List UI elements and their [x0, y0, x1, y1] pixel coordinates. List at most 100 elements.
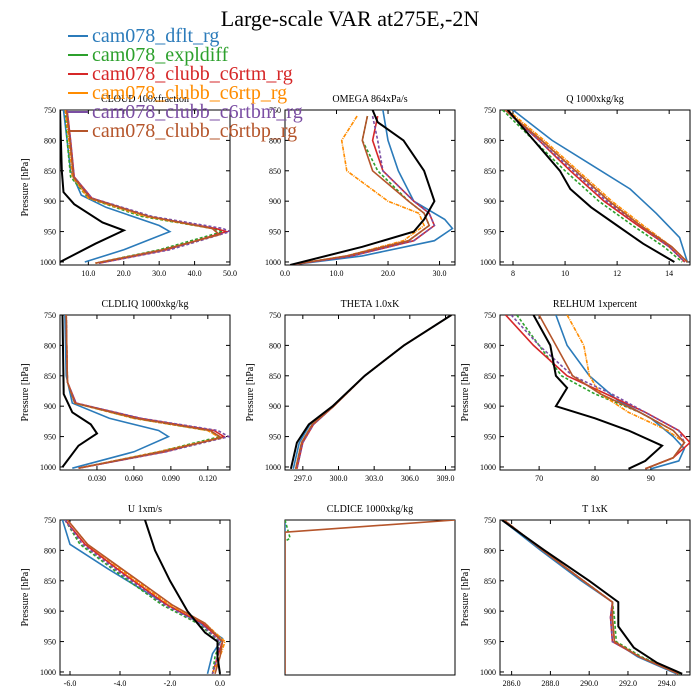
series-line-cam078-clubb-c6rtp-rg: [566, 315, 686, 470]
panel-5: THETA 1.0xK 750 800 850 900 950 1000 297.0 300.0…: [245, 299, 456, 483]
y-tick-label: 800: [484, 546, 496, 555]
x-tick-label: 303.0: [365, 474, 383, 483]
plot-frame: [284, 519, 456, 676]
plot-frame: [284, 314, 456, 471]
series-line-obs: [60, 110, 127, 263]
y-tick-label: 900: [269, 197, 281, 206]
legend-label: cam078_clubb_c6rtbp_rg: [92, 120, 297, 142]
series-line-cam078-expldiff: [285, 520, 292, 542]
series-line-cam078-clubb-c6rtbp-rg: [503, 520, 679, 675]
series-line-cam078-clubb-c6rtbp-rg: [538, 315, 686, 470]
series-line-cam078-clubb-c6rtbm-rg: [296, 315, 452, 469]
series-line-cam078-expldiff: [502, 110, 683, 263]
x-tick-label: 294.0: [658, 679, 676, 688]
figure-title: Large-scale VAR at275E,-2N: [221, 6, 480, 31]
y-tick-label: 900: [484, 197, 496, 206]
x-tick-label: 286.0: [503, 679, 521, 688]
y-tick-label: 800: [484, 341, 496, 350]
plot-frame: [499, 109, 691, 266]
plot-frame: [59, 109, 231, 266]
x-tick-label: 70: [535, 474, 543, 483]
y-tick-label: 750: [44, 516, 56, 525]
plot-frame: [59, 314, 231, 471]
x-tick-label: 0.090: [162, 474, 180, 483]
series-line-obs: [144, 520, 221, 674]
y-tick-label: 900: [484, 607, 496, 616]
y-tick-label: 750: [484, 106, 496, 115]
y-tick-label: 800: [269, 136, 281, 145]
x-tick-label: -2.0: [164, 679, 177, 688]
x-tick-label: 309.0: [436, 474, 454, 483]
y-tick-label: 1000: [40, 258, 56, 267]
series-line-cam078-dflt-rg: [555, 315, 686, 470]
x-tick-label: 0.0: [215, 679, 225, 688]
panel-3: Q 1000xkg/kg 750 800 850 900 950 1000 8 10 12 14: [480, 94, 691, 278]
series-line-obs: [532, 315, 664, 470]
x-tick-label: 292.0: [619, 679, 637, 688]
y-tick-label: 1000: [265, 463, 281, 472]
series-line-cam078-clubb-c6rtm-rg: [296, 315, 452, 469]
y-axis-label: Pressure [hPa]: [20, 158, 31, 216]
y-tick-label: 950: [484, 433, 496, 442]
panel-4: CLDLIQ 1000xkg/kg 750 800 850 900 950 1000 0.03…: [20, 299, 231, 483]
y-tick-label: 750: [484, 311, 496, 320]
x-tick-label: 300.0: [329, 474, 347, 483]
series-line-cam078-clubb-c6rtp-rg: [65, 315, 223, 469]
panel-title: CLOUD 100xfraction: [101, 94, 189, 105]
y-tick-label: 850: [44, 372, 56, 381]
series-line-cam078-clubb-c6rtbp-rg: [66, 520, 224, 675]
y-tick-label: 950: [269, 228, 281, 237]
panel-8: CLDICE 1000xkg/kg: [284, 504, 456, 676]
y-tick-label: 800: [484, 136, 496, 145]
panel-1: CLOUD 100xfraction 750 800 850 900 950 1000 10.…: [20, 94, 237, 278]
panel-6: RELHUM 1xpercent 750 800 850 900 950 1000 70 80 9…: [460, 299, 691, 483]
series-line-cam078-clubb-c6rtm-rg: [290, 115, 436, 265]
panel-title: CLDLIQ 1000xkg/kg: [102, 299, 189, 310]
y-tick-label: 850: [269, 372, 281, 381]
series-line-cam078-clubb-c6rtp-rg: [66, 520, 226, 675]
y-tick-label: 1000: [480, 463, 496, 472]
series-line-obs: [61, 315, 99, 468]
panel-title: RELHUM 1xpercent: [553, 299, 637, 310]
x-tick-label: 10.0: [81, 269, 95, 278]
y-axis-label: Pressure [hPa]: [245, 363, 256, 421]
x-tick-label: 12: [613, 269, 621, 278]
y-tick-label: 950: [44, 433, 56, 442]
x-tick-label: 50.0: [223, 269, 237, 278]
y-tick-label: 750: [44, 311, 56, 320]
y-tick-label: 850: [44, 167, 56, 176]
y-tick-label: 950: [44, 638, 56, 647]
x-tick-label: 0.0: [280, 269, 290, 278]
legend-label: cam078_expldiff: [92, 44, 229, 66]
series-line-cam078-clubb-c6rtbp-rg: [504, 110, 688, 263]
x-tick-label: 8: [511, 269, 515, 278]
series-line-cam078-dflt-rg: [512, 110, 689, 263]
series-line-cam078-expldiff: [64, 110, 226, 264]
y-tick-label: 900: [44, 197, 56, 206]
x-tick-label: 40.0: [188, 269, 202, 278]
x-tick-label: 14: [665, 269, 673, 278]
y-tick-label: 950: [484, 638, 496, 647]
series-line-cam078-dflt-rg: [290, 110, 454, 265]
panel-2: OMEGA 864xPa/s 750 800 850 900 950 1000 0.0 10.0…: [265, 94, 456, 278]
x-tick-label: -4.0: [114, 679, 127, 688]
series-line-cam078-expldiff: [65, 315, 223, 469]
series-line-obs: [507, 110, 675, 263]
x-tick-label: 0.030: [88, 474, 106, 483]
legend-label: cam078_dflt_rg: [92, 25, 219, 47]
x-tick-label: 0.060: [125, 474, 143, 483]
panel-title: THETA 1.0xK: [341, 299, 400, 310]
series-line-cam078-clubb-c6rtbp-rg: [285, 520, 455, 674]
y-axis-label: Pressure [hPa]: [20, 568, 31, 626]
panel-title: OMEGA 864xPa/s: [332, 94, 407, 105]
series-line-cam078-clubb-c6rtm-rg: [64, 520, 224, 675]
x-tick-label: 290.0: [580, 679, 598, 688]
x-tick-label: 20.0: [117, 269, 131, 278]
y-tick-label: 1000: [40, 668, 56, 677]
x-tick-label: 0.120: [199, 474, 217, 483]
y-tick-label: 750: [269, 311, 281, 320]
series-line-cam078-clubb-c6rtp-rg: [64, 110, 222, 264]
panel-9: T 1xK 750 800 850 900 950 1000 286.0 288.0 290.0 2…: [460, 504, 691, 688]
series-line-cam078-clubb-c6rtbm-rg: [290, 115, 436, 265]
